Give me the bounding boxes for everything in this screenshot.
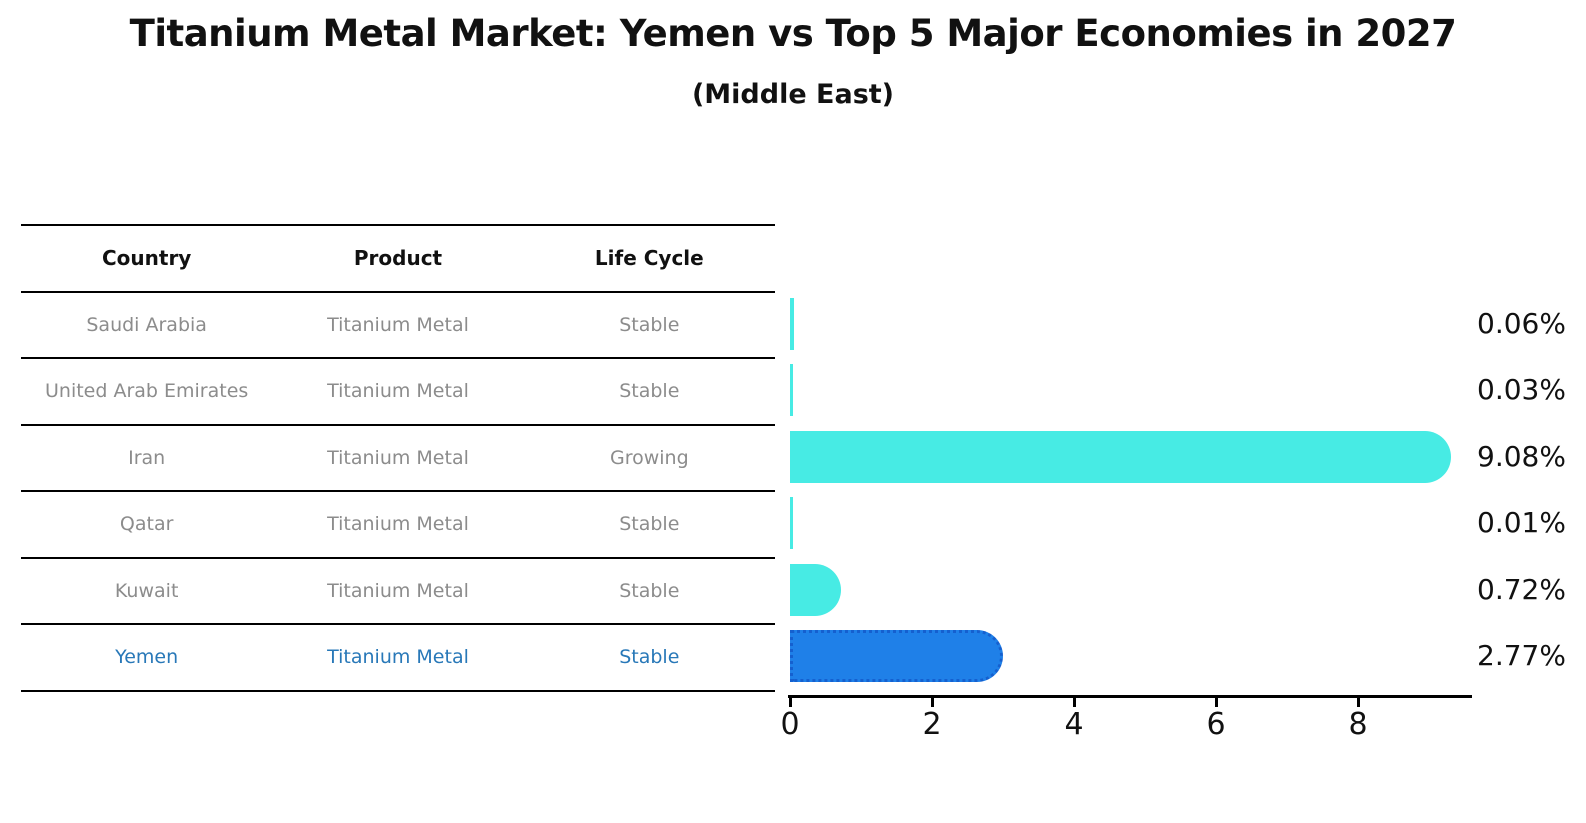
bar-saudi-arabia [790, 297, 795, 350]
table-row-iran: Iran Titanium Metal Growing [21, 426, 775, 492]
cell-country: Iran [128, 446, 166, 469]
cell-life-cycle: Stable [619, 380, 680, 403]
cell-life-cycle: Growing [609, 446, 689, 469]
country-table: Country Product Life Cycle Saudi Arabia … [21, 224, 775, 692]
chart-title: Titanium Metal Market: Yemen vs Top 5 Ma… [129, 12, 1457, 55]
cell-product: Titanium Metal [327, 313, 469, 336]
x-axis-tickmark [1214, 698, 1218, 707]
cell-country: United Arab Emirates [45, 380, 249, 403]
cell-country: Yemen [115, 646, 179, 669]
value-label-united-arab-emirates: 0.03% [1477, 373, 1566, 407]
x-axis-tick-label: 2 [922, 707, 942, 742]
bar-kuwait [790, 563, 842, 616]
cell-country: Qatar [119, 513, 174, 536]
table-row-united-arab-emirates: United Arab Emirates Titanium Metal Stab… [21, 359, 775, 426]
table-header-country: Country [101, 246, 192, 271]
cell-life-cycle: Stable [619, 513, 680, 536]
cell-product: Titanium Metal [327, 380, 469, 403]
value-label-kuwait: 0.72% [1477, 572, 1566, 606]
table-header-life-cycle: Life Cycle [594, 246, 704, 271]
x-axis-tickmark [1356, 698, 1360, 707]
cell-product: Titanium Metal [327, 646, 469, 669]
x-axis-tick-label: 4 [1064, 707, 1084, 742]
x-axis-tick-label: 8 [1348, 707, 1368, 742]
cell-product: Titanium Metal [327, 446, 469, 469]
value-label-qatar: 0.01% [1477, 506, 1566, 540]
bar-qatar [790, 497, 793, 550]
table-row-kuwait: Kuwait Titanium Metal Stable [21, 559, 775, 625]
value-label-yemen: 2.77% [1477, 639, 1566, 673]
bar-yemen [790, 630, 1003, 683]
x-axis-tick-label: 0 [780, 707, 800, 742]
x-axis-tick-label: 6 [1206, 707, 1226, 742]
bar-united-arab-emirates [790, 364, 793, 417]
bar-iran [790, 430, 1451, 483]
table-row-qatar: Qatar Titanium Metal Stable [21, 492, 775, 559]
cell-product: Titanium Metal [327, 513, 469, 536]
x-axis-tickmark [788, 698, 792, 707]
x-axis-line [788, 695, 1472, 698]
cell-product: Titanium Metal [327, 579, 469, 602]
cell-life-cycle: Stable [619, 646, 680, 669]
value-label-saudi-arabia: 0.06% [1477, 306, 1566, 340]
cell-life-cycle: Stable [619, 313, 680, 336]
value-label-iran: 9.08% [1477, 439, 1566, 473]
cell-country: Saudi Arabia [86, 313, 207, 336]
chart-subtitle: (Middle East) [691, 79, 895, 110]
table-header-row: Country Product Life Cycle [21, 226, 775, 293]
table-row-saudi-arabia: Saudi Arabia Titanium Metal Stable [21, 293, 775, 359]
cell-country: Kuwait [114, 579, 179, 602]
cell-life-cycle: Stable [619, 579, 680, 602]
table-row-yemen: Yemen Titanium Metal Stable [21, 625, 775, 692]
x-axis-tickmark [1072, 698, 1076, 707]
x-axis-tickmark [930, 698, 934, 707]
table-header-product: Product [353, 246, 443, 271]
